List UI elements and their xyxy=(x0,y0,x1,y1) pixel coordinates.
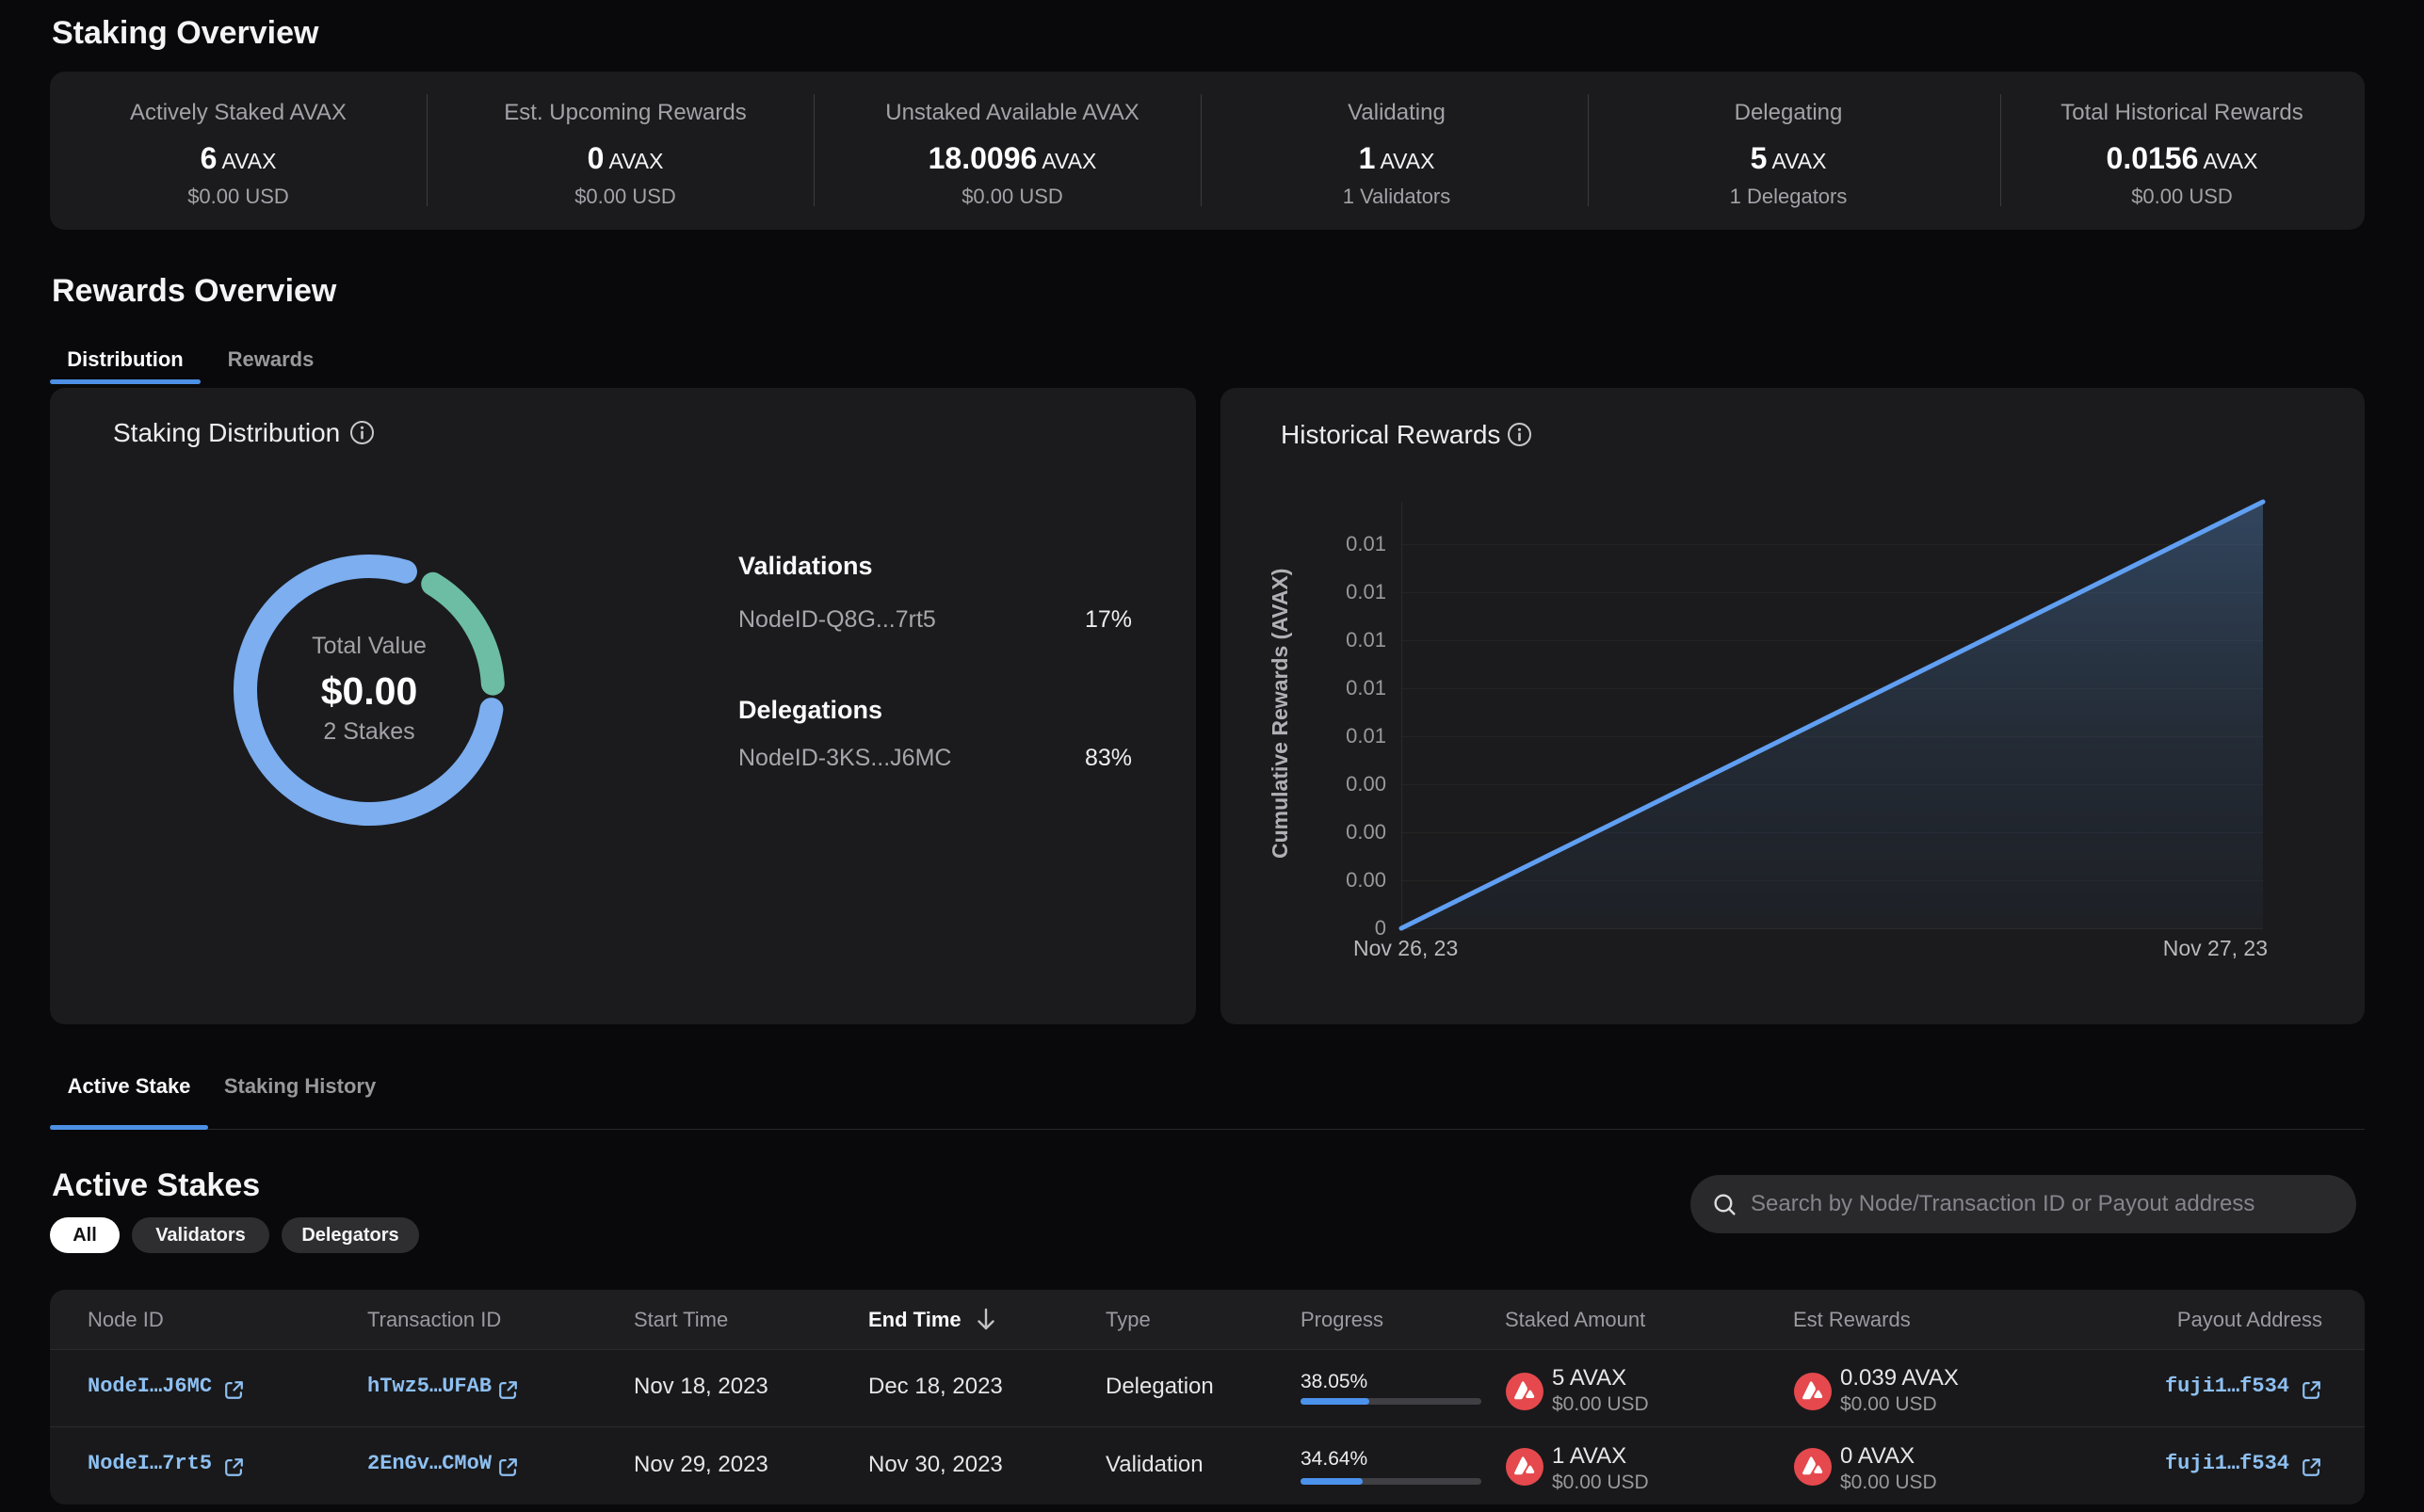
svg-text:0.01: 0.01 xyxy=(1346,580,1386,603)
svg-text:0.01: 0.01 xyxy=(1346,724,1386,748)
svg-text:Cumulative Rewards (AVAX): Cumulative Rewards (AVAX) xyxy=(1268,569,1292,859)
svg-text:0.01: 0.01 xyxy=(1346,532,1386,555)
svg-text:0.00: 0.00 xyxy=(1346,772,1386,796)
svg-text:0.01: 0.01 xyxy=(1346,628,1386,651)
svg-text:0: 0 xyxy=(1375,916,1386,940)
svg-text:0.01: 0.01 xyxy=(1346,676,1386,700)
svg-text:0.00: 0.00 xyxy=(1346,820,1386,844)
svg-text:Nov 27, 23: Nov 27, 23 xyxy=(2163,936,2268,960)
svg-text:0.00: 0.00 xyxy=(1346,868,1386,892)
svg-text:Nov 26, 23: Nov 26, 23 xyxy=(1353,936,1458,960)
